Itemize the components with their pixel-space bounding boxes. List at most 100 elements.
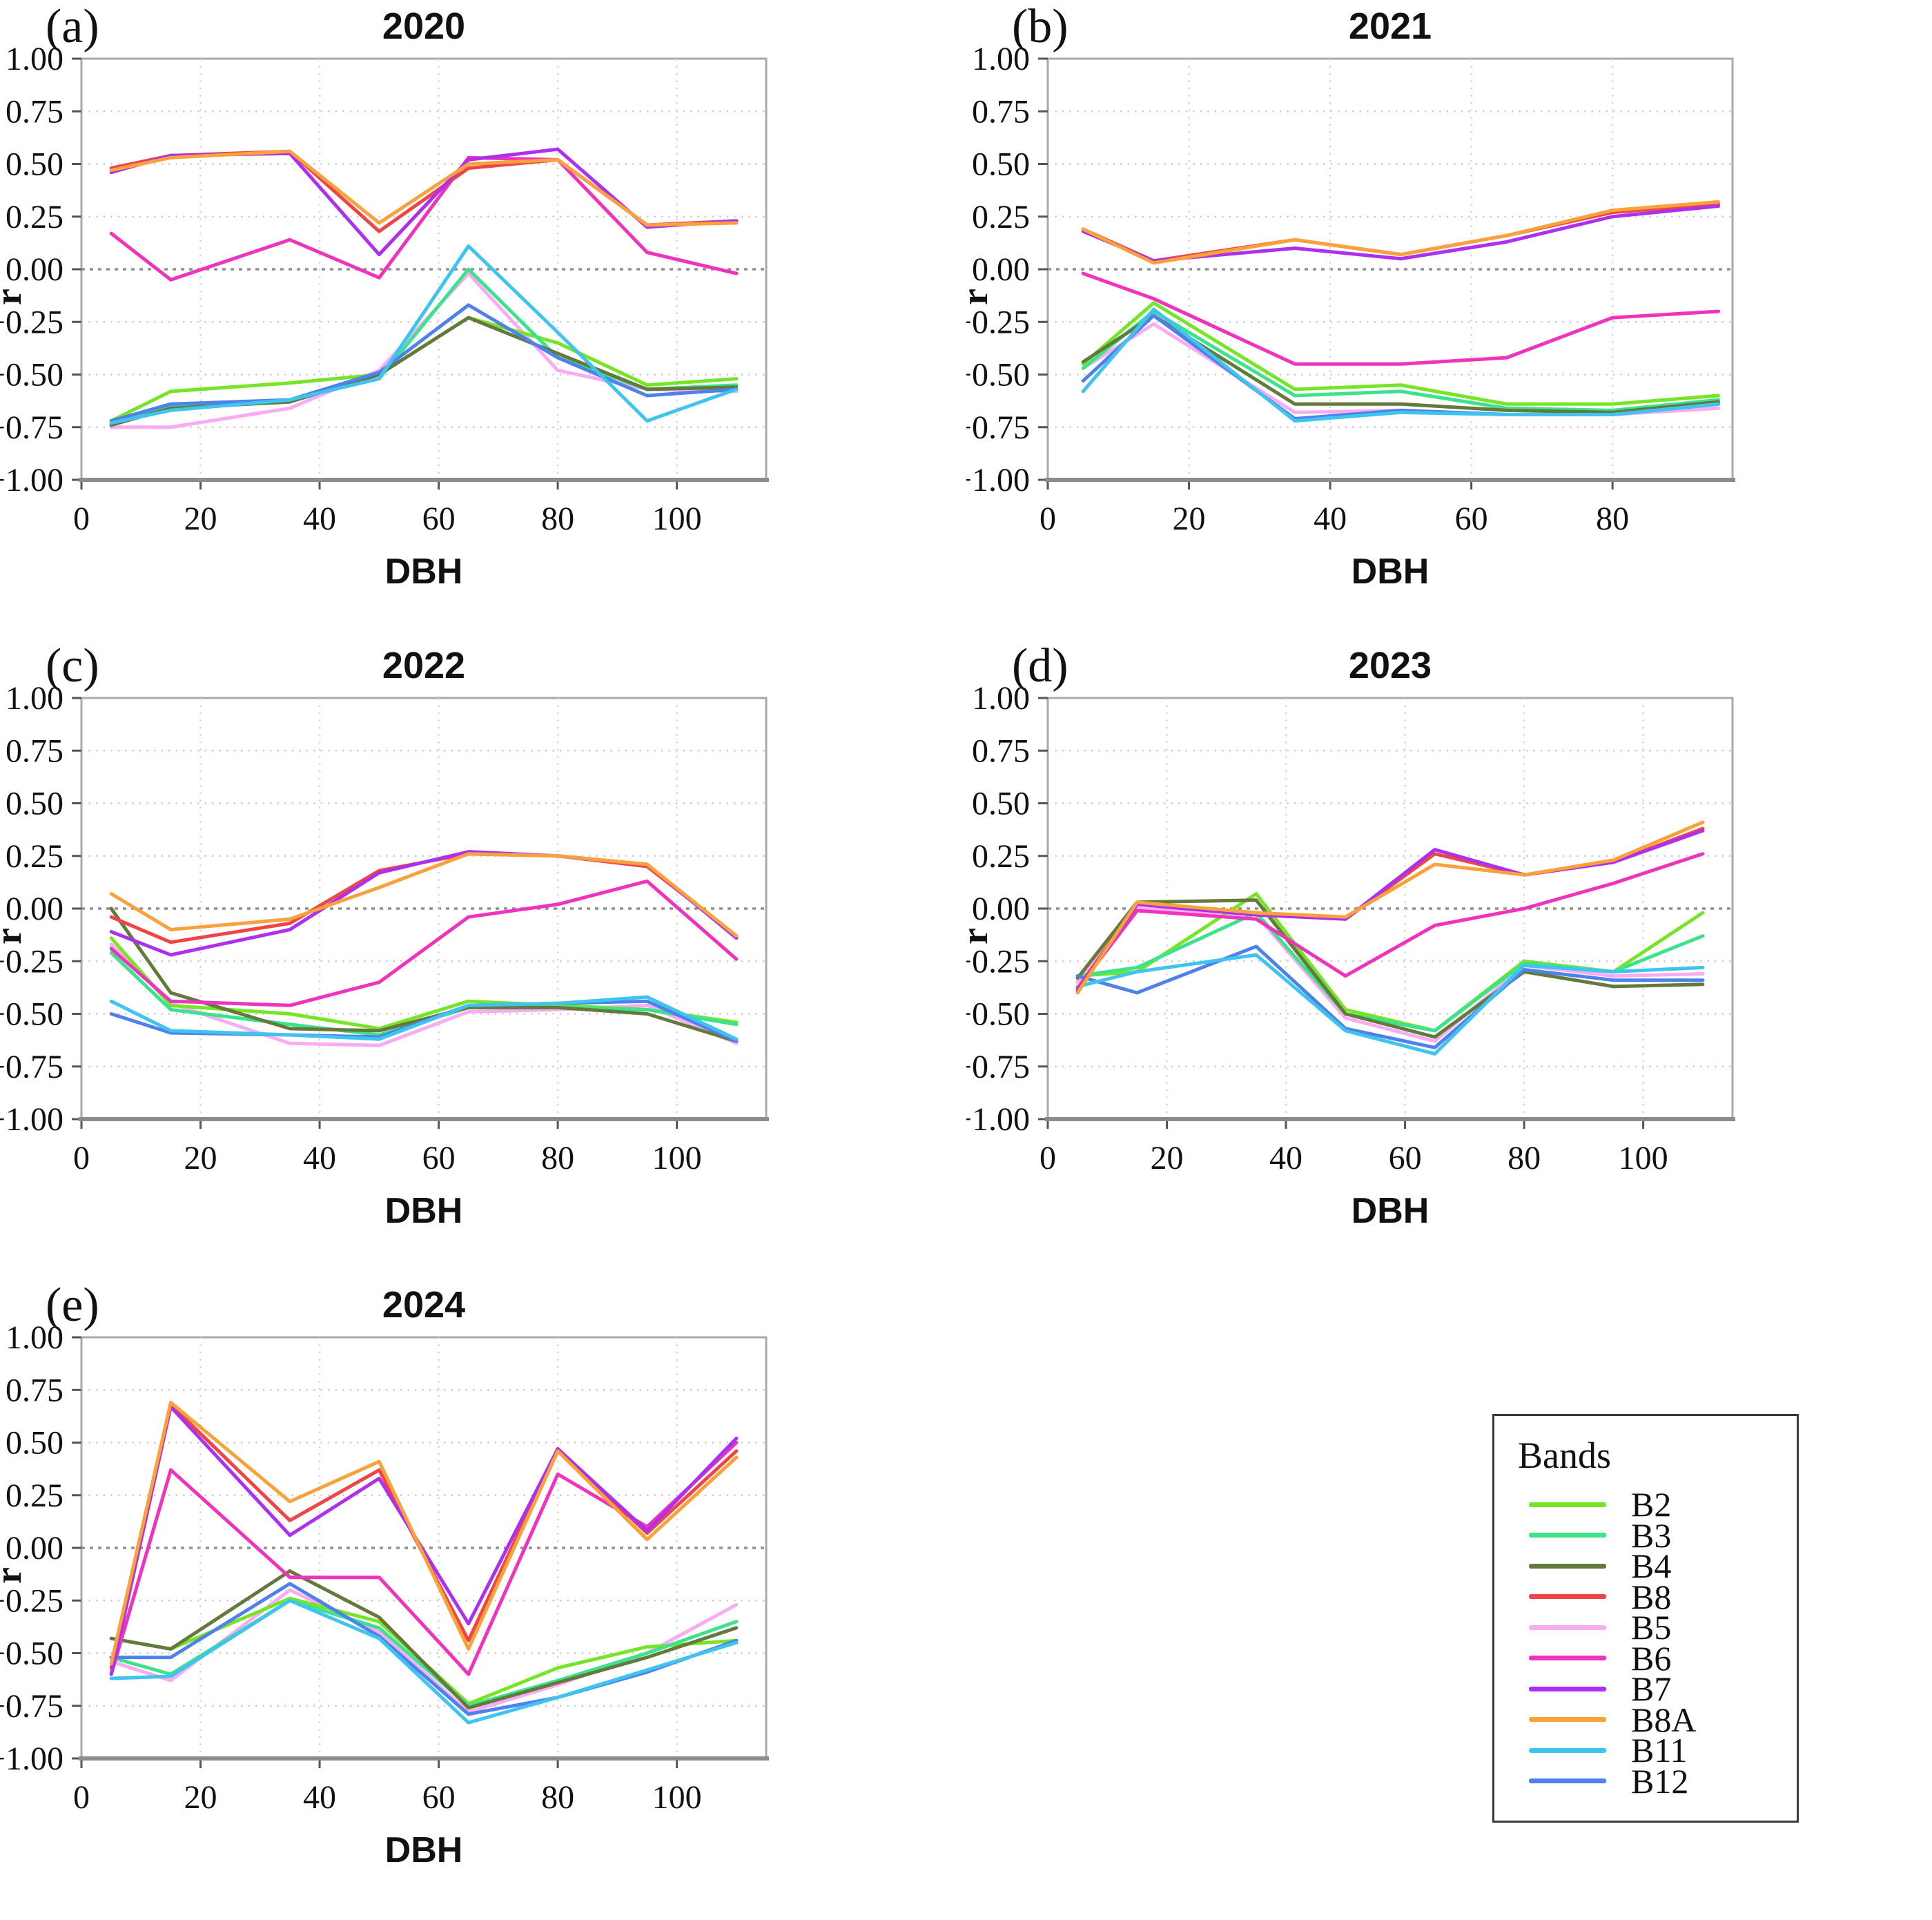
series-B8A — [109, 1401, 739, 1666]
chart-title: 2023 — [1349, 645, 1432, 686]
legend-label-B2: B2 — [1631, 1485, 1672, 1524]
plot-2022: 1.00 0.75 0.50 0.25 0.00 −0.25 −0.50 −0.75 −1.00… — [0, 645, 769, 1231]
x-tick-label: 80 — [1507, 1140, 1541, 1176]
y-tick-label: 0.00 — [972, 891, 1030, 927]
y-tick-label: −1.00 — [966, 1101, 1030, 1138]
y-tick-label: 0.50 — [6, 786, 64, 822]
x-tick-label: 80 — [1596, 501, 1629, 537]
legend-label-B5: B5 — [1631, 1608, 1672, 1647]
series-B4 — [109, 906, 739, 1043]
legend-swatch-B3 — [1529, 1533, 1606, 1538]
legend-box: Bands B2 B3 B4 B8 B5 B6 B7 B8A B11 B12 — [1492, 1414, 1799, 1823]
x-tick-label: 40 — [303, 501, 336, 537]
chart-2022: 1.00 0.75 0.50 0.25 0.00 −0.25 −0.50 −0.75 −1.00… — [0, 639, 966, 1277]
panel-2024: 1.00 0.75 0.50 0.25 0.00 −0.25 −0.50 −0.75 −1.00… — [0, 1279, 966, 1917]
x-tick-label: 0 — [73, 501, 90, 537]
y-tick-label: −0.25 — [0, 304, 64, 340]
y-tick-label: −0.75 — [966, 1049, 1030, 1085]
chart-title: 2022 — [382, 645, 465, 686]
y-tick-label: 0.25 — [6, 838, 64, 875]
y-tick-label: −1.00 — [0, 1101, 64, 1138]
y-tick-label: 0.75 — [6, 733, 64, 769]
panel-2021: 1.00 0.75 0.50 0.25 0.00 −0.25 −0.50 −0.75 −1.00… — [953, 0, 1932, 638]
y-tick-label: −0.25 — [966, 943, 1030, 980]
legend-label-B7: B7 — [1631, 1669, 1672, 1709]
y-tick-label: −0.50 — [0, 996, 64, 1033]
legend-label-B8: B8 — [1631, 1577, 1672, 1616]
x-tick-label: 60 — [1455, 501, 1488, 537]
x-tick-label: 60 — [1389, 1140, 1422, 1176]
panel-label-b: (b) — [1012, 0, 1069, 53]
y-tick-label: 1.00 — [6, 680, 64, 717]
legend-item-B4: B4 — [1518, 1546, 1797, 1585]
y-axis-label: r — [0, 928, 29, 944]
chart-2020: 1.00 0.75 0.50 0.25 0.00 −0.25 −0.50 −0.75 −1.00… — [0, 0, 966, 638]
legend-swatch-B8A — [1529, 1717, 1606, 1723]
x-tick-label: 0 — [1040, 1140, 1056, 1176]
series-B8A — [109, 149, 739, 227]
series-B4 — [1075, 898, 1705, 1039]
series-B11 — [1075, 953, 1705, 1056]
legend-item-B2: B2 — [1518, 1485, 1797, 1524]
legend-item-B8A: B8A — [1518, 1700, 1797, 1739]
chart-2021: 1.00 0.75 0.50 0.25 0.00 −0.25 −0.50 −0.75 −1.00… — [953, 0, 1932, 638]
legend-item-B5: B5 — [1518, 1608, 1797, 1647]
y-tick-label: 0.75 — [6, 1372, 64, 1408]
x-tick-label: 40 — [1314, 501, 1347, 537]
panel-label-e: (e) — [46, 1279, 99, 1332]
series-B12 — [1075, 944, 1705, 1049]
legend-label-B12: B12 — [1631, 1761, 1689, 1801]
x-tick-label: 60 — [422, 501, 456, 537]
y-tick-label: 1.00 — [972, 680, 1030, 717]
x-tick-label: 40 — [1269, 1140, 1302, 1176]
y-tick-label: 0.75 — [972, 733, 1030, 769]
x-tick-label: 80 — [541, 1779, 574, 1816]
plot-2020: 1.00 0.75 0.50 0.25 0.00 −0.25 −0.50 −0.75 −1.00… — [0, 6, 769, 592]
y-tick-label: 0.75 — [972, 93, 1030, 130]
series-B6 — [1075, 852, 1705, 991]
x-axis-label: DBH — [385, 552, 463, 592]
legend-item-B7: B7 — [1518, 1669, 1797, 1708]
x-tick-label: 40 — [303, 1779, 336, 1816]
plot-2023: 1.00 0.75 0.50 0.25 0.00 −0.25 −0.50 −0.75 −1.00… — [953, 645, 1735, 1231]
x-tick-label: 20 — [1151, 1140, 1184, 1176]
y-tick-label: 0.50 — [972, 786, 1030, 822]
y-tick-label: −0.25 — [0, 943, 64, 980]
y-tick-label: 1.00 — [6, 1319, 64, 1356]
x-axis-label: DBH — [385, 1191, 463, 1231]
series-B8A — [109, 852, 739, 938]
x-tick-label: 80 — [541, 501, 574, 537]
x-tick-label: 20 — [184, 1140, 217, 1176]
legend-panel: Bands B2 B3 B4 B8 B5 B6 B7 B8A B11 B12 — [966, 1279, 1932, 1917]
y-tick-label: −0.25 — [0, 1582, 64, 1619]
legend-swatch-B7 — [1529, 1686, 1606, 1691]
legend-label-B11: B11 — [1631, 1731, 1688, 1770]
legend-title: Bands — [1518, 1435, 1611, 1476]
y-tick-label: 0.75 — [6, 93, 64, 130]
y-axis-label: r — [966, 289, 995, 305]
y-tick-label: −0.75 — [0, 1049, 64, 1085]
x-tick-label: 100 — [652, 501, 702, 537]
y-tick-label: 0.00 — [6, 891, 64, 927]
legend-swatch-B4 — [1529, 1563, 1606, 1569]
series-B6 — [1081, 271, 1721, 366]
x-tick-label: 100 — [652, 1140, 702, 1176]
y-axis-label: r — [0, 1567, 29, 1584]
legend-label-B6: B6 — [1631, 1638, 1672, 1678]
series-B8A — [1075, 820, 1705, 995]
series-B2 — [1081, 301, 1721, 406]
y-axis-label: r — [0, 289, 29, 305]
x-tick-label: 60 — [422, 1779, 456, 1816]
legend-label-B4: B4 — [1631, 1546, 1672, 1586]
y-tick-label: −0.50 — [0, 1636, 64, 1672]
series-B11 — [109, 1598, 739, 1725]
series-B12 — [109, 303, 739, 423]
y-tick-label: −0.50 — [966, 357, 1030, 394]
series-B5 — [1075, 906, 1705, 1043]
series-B7 — [1081, 204, 1721, 263]
x-tick-label: 20 — [1173, 501, 1206, 537]
panel-label-d: (d) — [1012, 639, 1069, 692]
series-B8A — [1081, 200, 1721, 265]
legend-swatch-B2 — [1529, 1502, 1606, 1507]
